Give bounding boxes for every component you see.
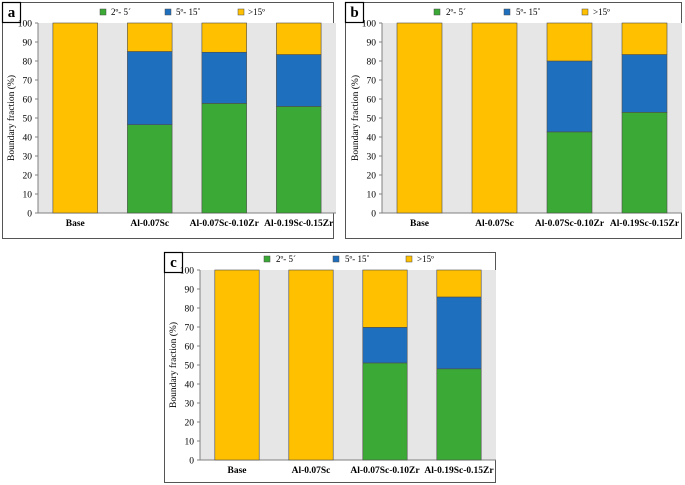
chart-c-bar-mid-4: [436, 296, 482, 370]
chart-b-x-tick-label: Al-0.07Sc: [475, 219, 514, 229]
chart-a-legend-label-mid: 5º- 15˚: [176, 7, 201, 17]
chart-a-legend-swatch-low: [99, 8, 107, 16]
chart-c-bar-high-3: [362, 269, 408, 328]
chart-b-y-tick-label: 60: [367, 96, 377, 106]
chart-b-y-tick-label: 70: [367, 77, 377, 87]
chart-a-x-tick-label: Al-0.07Sc: [130, 219, 169, 229]
chart-a-y-tick-label: 50: [23, 115, 33, 125]
chart-c-y-tick-label: 20: [185, 419, 195, 429]
chart-a-legend-swatch-high: [237, 8, 245, 16]
chart-c-x-tick-label: Al-0.07Sc: [292, 466, 331, 476]
chart-c-bar-low-4: [436, 368, 482, 461]
chart-b-legend-label-low: 2º- 5´: [446, 7, 466, 17]
chart-a-y-tick-label: 60: [23, 96, 33, 106]
chart-a-bar-high-1: [52, 22, 98, 214]
chart-b-bar-mid-4: [621, 54, 668, 113]
chart-c-y-tick-label: 60: [185, 343, 195, 353]
chart-a-panel-label-box: [1, 1, 22, 24]
chart-c-x-tick-label: Al-0.07Sc-0.10Zr: [350, 466, 420, 476]
chart-c-legend-label-high: >15º: [417, 254, 434, 264]
chart-b-y-tick-label: 20: [367, 172, 377, 182]
chart-c-bar-low-3: [362, 362, 408, 461]
chart-b-y-tick-label: 50: [367, 115, 377, 125]
chart-c-legend-label-mid: 5º- 15˚: [345, 254, 370, 264]
chart-b-y-axis-title: Boundary fraction (%): [350, 75, 361, 161]
chart-b-y-tick-label: 0: [371, 210, 376, 220]
chart-a-bar-mid-4: [276, 54, 322, 107]
chart-c-y-tick-label: 0: [189, 457, 194, 467]
chart-a-legend-label-low: 2º- 5´: [111, 7, 131, 17]
chart-a-bar-low-3: [201, 103, 247, 214]
chart-a-x-tick-label: Base: [66, 219, 85, 229]
chart-a-x-tick-label: Al-0.19Sc-0.15Zr: [264, 219, 334, 229]
chart-c-x-tick-label: Al-0.19Sc-0.15Zr: [424, 466, 494, 476]
chart-a-y-tick-label: 40: [23, 134, 33, 144]
chart-b-legend-label-high: >15º: [593, 7, 610, 17]
chart-a-y-tick-label: 90: [23, 39, 33, 49]
chart-b-panel-label-box: [344, 1, 365, 24]
chart-a-bar-low-2: [127, 124, 173, 214]
chart-c-legend-swatch-low: [263, 255, 271, 263]
chart-b-legend-swatch-high: [581, 8, 589, 16]
chart-b-bar-low-4: [621, 112, 668, 214]
chart-a-bar-high-4: [276, 22, 322, 55]
chart-c-legend-swatch-mid: [332, 255, 340, 263]
chart-c-y-axis-title: Boundary fraction (%): [168, 322, 179, 408]
chart-a-y-tick-label: 80: [23, 58, 33, 68]
chart-b-x-tick-label: Al-0.07Sc-0.10Zr: [535, 219, 605, 229]
chart-b-x-tick-label: Base: [410, 219, 429, 229]
chart-c-bar-high-1: [214, 269, 260, 461]
chart-c-panel-label-box: [163, 251, 184, 274]
chart-c-y-tick-label: 40: [185, 381, 195, 391]
chart-b-y-tick-label: 100: [362, 20, 377, 30]
chart-b-legend-swatch-low: [433, 8, 441, 16]
chart-b-y-tick-label: 10: [367, 191, 377, 201]
chart-c-bar-mid-3: [362, 327, 408, 364]
chart-b-bar-mid-3: [546, 60, 593, 133]
chart-b-bar-high-2: [471, 22, 518, 214]
chart-a-bar-mid-3: [201, 51, 247, 104]
chart-c-bar-high-4: [436, 269, 482, 298]
chart-c-y-tick-label: 10: [185, 438, 195, 448]
chart-c-legend-swatch-high: [405, 255, 413, 263]
chart-b-y-tick-label: 30: [367, 153, 377, 163]
chart-a-legend-label-high: >15º: [248, 7, 265, 17]
chart-a-y-axis-title: Boundary fraction (%): [6, 75, 17, 161]
chart-b-y-tick-label: 40: [367, 134, 377, 144]
chart-c-panel-label: c: [170, 255, 177, 271]
chart-b-y-tick-label: 80: [367, 58, 377, 68]
chart-b-bar-high-4: [621, 22, 668, 55]
chart-c-x-tick-label: Base: [228, 466, 247, 476]
chart-b-x-tick-label: Al-0.19Sc-0.15Zr: [610, 219, 680, 229]
chart-c-y-tick-label: 80: [185, 305, 195, 315]
chart-a-panel-label: a: [8, 5, 16, 21]
chart-b-bar-high-1: [396, 22, 443, 214]
chart-a-bar-high-2: [127, 22, 173, 52]
chart-b-panel-label: b: [350, 5, 358, 21]
chart-c-legend-label-low: 2º- 5´: [276, 254, 296, 264]
chart-b-bar-high-3: [546, 22, 593, 62]
chart-b-legend-label-mid: 5º- 15˚: [516, 7, 541, 17]
chart-a-y-tick-label: 10: [23, 191, 33, 201]
chart-a-y-tick-label: 100: [18, 20, 33, 30]
chart-a-bar-low-4: [276, 106, 322, 214]
chart-a-y-tick-label: 70: [23, 77, 33, 87]
chart-b-legend-swatch-mid: [503, 8, 511, 16]
chart-a-y-tick-label: 30: [23, 153, 33, 163]
chart-a-bar-mid-2: [127, 51, 173, 125]
chart-c-y-tick-label: 70: [185, 324, 195, 334]
chart-c-y-tick-label: 30: [185, 400, 195, 410]
chart-a-y-tick-label: 0: [27, 210, 32, 220]
chart-b-y-tick-label: 90: [367, 39, 377, 49]
chart-a-x-tick-label: Al-0.07Sc-0.10Zr: [190, 219, 260, 229]
chart-a-y-tick-label: 20: [23, 172, 33, 182]
chart-a-bar-high-3: [201, 22, 247, 53]
chart-c-y-tick-label: 50: [185, 362, 195, 372]
chart-a-legend-swatch-mid: [164, 8, 172, 16]
chart-c-y-tick-label: 100: [180, 267, 195, 277]
chart-c-y-tick-label: 90: [185, 286, 195, 296]
chart-b-bar-low-3: [546, 131, 593, 214]
chart-c-bar-high-2: [288, 269, 334, 461]
